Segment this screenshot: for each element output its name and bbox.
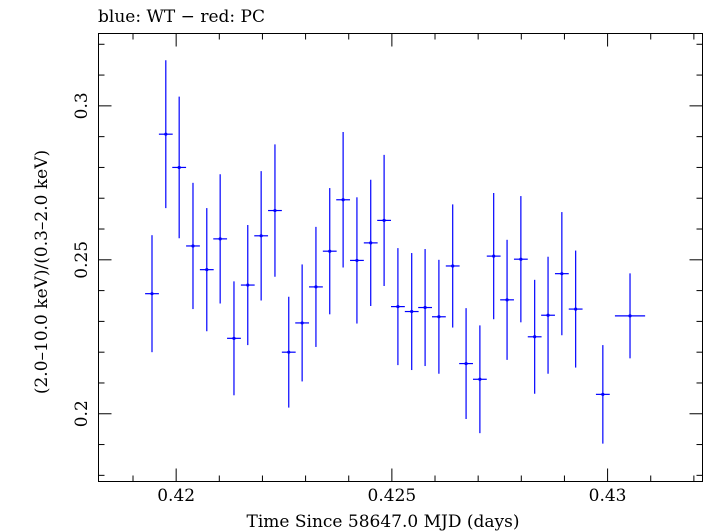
point-marker xyxy=(314,285,318,289)
point-marker xyxy=(382,218,386,222)
data-point xyxy=(513,196,528,323)
data-point xyxy=(363,179,378,306)
data-point xyxy=(172,96,187,239)
point-marker xyxy=(369,241,373,245)
data-point xyxy=(350,197,364,324)
point-marker xyxy=(259,234,263,238)
data-point xyxy=(527,279,542,394)
data-point xyxy=(404,253,419,371)
point-marker xyxy=(287,350,291,354)
chart-title: blue: WT − red: PC xyxy=(98,7,265,27)
point-marker xyxy=(164,132,168,136)
data-point xyxy=(186,182,200,310)
data-point xyxy=(554,212,569,336)
data-point xyxy=(541,256,555,374)
y-tick-label: 0.25 xyxy=(72,241,92,279)
point-marker xyxy=(410,309,414,314)
point-marker xyxy=(560,272,564,276)
point-marker xyxy=(177,165,181,170)
point-marker xyxy=(451,264,455,268)
point-marker xyxy=(519,257,523,261)
point-marker xyxy=(628,314,632,318)
point-marker xyxy=(150,292,154,296)
x-tick-label: 0.43 xyxy=(589,486,627,506)
data-point xyxy=(268,144,282,277)
data-point xyxy=(391,248,405,366)
x-tick-label: 0.425 xyxy=(368,486,417,506)
x-axis-label: Time Since 58647.0 MJD (days) xyxy=(247,512,520,532)
point-marker xyxy=(355,258,359,263)
point-marker xyxy=(505,298,509,302)
data-point xyxy=(472,325,487,434)
data-point xyxy=(158,60,173,209)
point-marker xyxy=(300,321,304,325)
axis-tick-labels: 0.42 0.425 0.43 0.2 0.25 0.3 xyxy=(72,92,627,506)
data-point xyxy=(486,192,501,320)
point-marker xyxy=(246,283,250,287)
data-point xyxy=(199,208,214,332)
point-marker xyxy=(205,268,209,272)
data-point xyxy=(459,308,473,419)
y-tick-label: 0.2 xyxy=(72,400,92,427)
data-point xyxy=(431,259,446,374)
data-point xyxy=(213,174,228,304)
data-point xyxy=(500,239,514,360)
y-axis-label: (2.0–10.0 keV)/(0.3–2.0 keV) xyxy=(32,150,52,394)
point-marker xyxy=(232,336,236,340)
point-marker xyxy=(423,305,427,310)
point-marker xyxy=(191,244,195,248)
point-marker xyxy=(492,254,496,258)
axis-ticks xyxy=(98,33,703,482)
point-marker xyxy=(574,307,578,311)
data-point xyxy=(568,250,583,368)
x-tick-label: 0.42 xyxy=(157,486,195,506)
point-marker xyxy=(546,313,550,317)
data-point xyxy=(336,132,351,268)
point-marker xyxy=(437,315,441,319)
data-point xyxy=(377,154,392,286)
data-point xyxy=(614,273,646,359)
data-point xyxy=(295,264,310,382)
data-point xyxy=(227,281,241,396)
y-tick-label: 0.3 xyxy=(72,92,92,119)
plot-frame xyxy=(98,33,703,482)
point-marker xyxy=(396,305,400,309)
point-marker xyxy=(478,377,482,381)
data-point xyxy=(595,345,610,444)
data-point xyxy=(445,204,460,328)
data-points xyxy=(145,60,646,444)
data-point xyxy=(240,225,255,346)
data-point xyxy=(309,226,323,347)
point-marker xyxy=(273,208,277,213)
data-point xyxy=(418,249,432,367)
point-marker xyxy=(601,392,605,396)
point-marker xyxy=(533,335,537,339)
data-point xyxy=(145,235,159,353)
point-marker xyxy=(341,198,345,202)
point-marker xyxy=(218,237,222,241)
data-point xyxy=(281,296,296,408)
data-point xyxy=(322,188,337,315)
point-marker xyxy=(328,249,332,253)
data-point xyxy=(254,171,269,301)
point-marker xyxy=(464,361,468,366)
